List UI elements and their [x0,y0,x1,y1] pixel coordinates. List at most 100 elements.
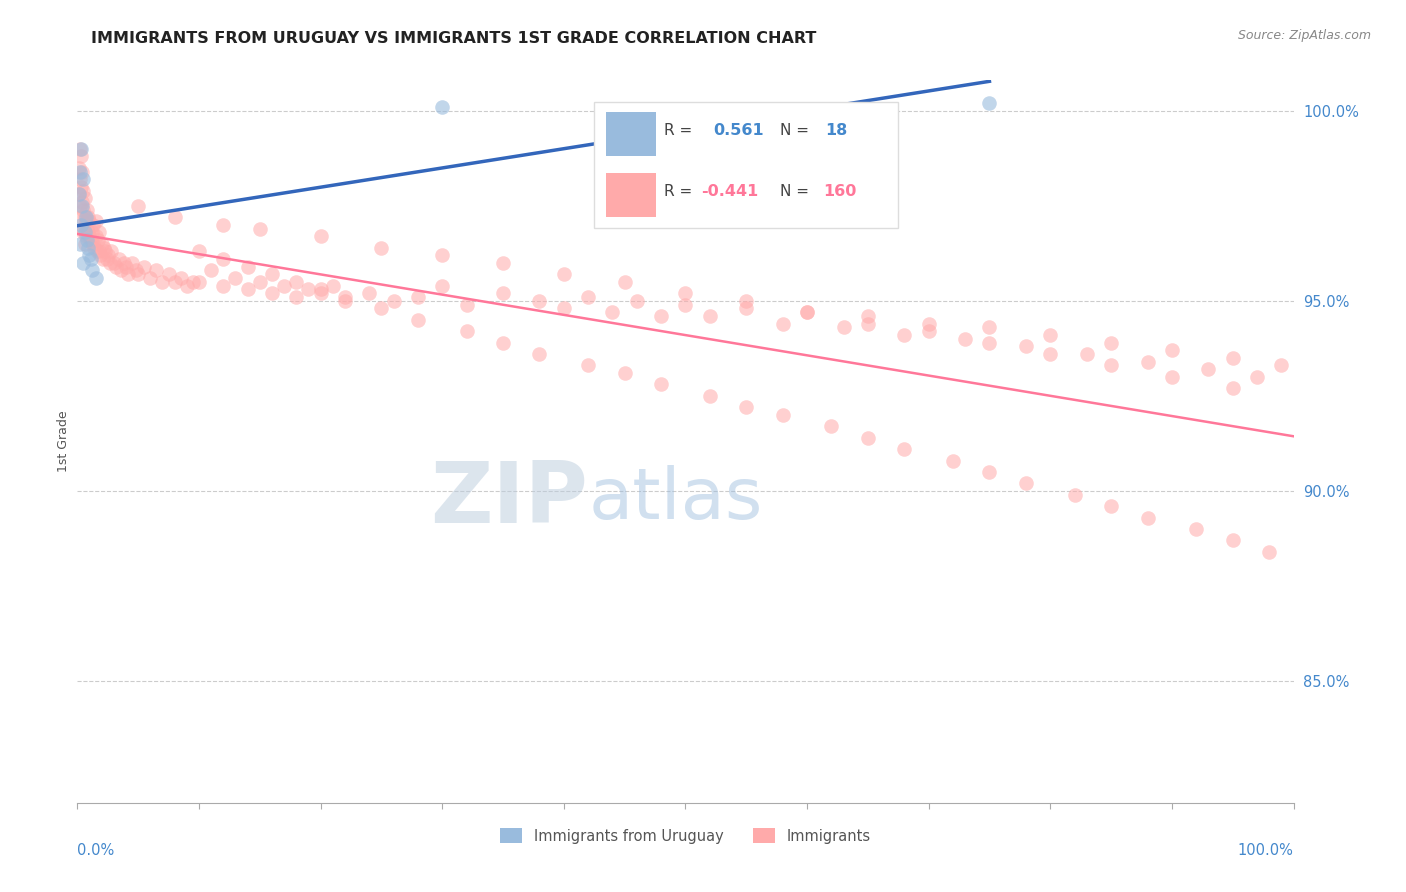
Point [309,282,332,296]
Point [856,317,879,331]
Text: 160: 160 [823,184,856,199]
Text: IMMIGRANTS FROM URUGUAY VS IMMIGRANTS 1ST GRADE CORRELATION CHART: IMMIGRANTS FROM URUGUAY VS IMMIGRANTS 1S… [91,31,817,46]
Point [650,377,672,392]
Point [80,233,103,247]
Point [699,389,721,403]
Point [382,293,405,308]
Point [77,241,100,255]
Point [70,210,93,224]
Point [1136,354,1159,368]
Point [79,248,101,262]
FancyBboxPatch shape [606,172,657,217]
Point [529,293,551,308]
Point [87,233,110,247]
Point [212,252,235,266]
Point [134,260,156,274]
Point [103,256,125,270]
Point [224,271,246,285]
Point [70,179,93,194]
Point [77,226,100,240]
Point [69,236,91,251]
Point [152,275,174,289]
Point [89,248,111,262]
Point [83,241,105,255]
Point [110,263,132,277]
Point [430,278,453,293]
Point [297,282,319,296]
Point [84,271,107,285]
Point [70,164,93,178]
Point [1270,359,1292,373]
Point [918,317,941,331]
Point [82,218,104,232]
Point [72,184,94,198]
Point [67,187,90,202]
Point [979,335,1001,350]
Point [832,320,855,334]
FancyBboxPatch shape [606,112,657,156]
Point [100,244,122,259]
Point [76,221,98,235]
Point [69,142,91,156]
Point [188,244,211,259]
Point [285,275,308,289]
Text: R =: R = [664,184,692,199]
Point [893,328,915,343]
Text: ZIP: ZIP [430,458,588,541]
Point [576,359,599,373]
Point [1197,362,1219,376]
Point [796,305,818,319]
Point [75,214,97,228]
Point [115,260,138,274]
Point [84,229,107,244]
Point [163,210,186,224]
Point [979,320,1001,334]
Text: atlas: atlas [588,465,762,533]
Point [1099,359,1122,373]
Point [613,275,636,289]
Point [1185,522,1208,536]
Point [73,236,96,251]
Point [90,236,112,251]
Point [260,267,283,281]
Point [70,142,93,156]
Point [127,267,149,281]
Text: -0.441: -0.441 [702,184,758,199]
Point [176,278,198,293]
Text: 18: 18 [825,123,848,138]
Point [112,256,135,270]
Point [79,214,101,228]
Point [529,347,551,361]
Point [157,267,180,281]
Point [1258,545,1281,559]
Point [72,226,94,240]
Point [796,305,818,319]
Point [70,218,93,232]
Point [1015,339,1038,353]
Point [80,226,103,240]
Point [67,187,90,202]
Point [121,256,143,270]
Point [80,263,103,277]
Point [333,290,356,304]
Point [139,271,162,285]
Point [285,290,308,304]
Point [249,275,271,289]
Point [918,324,941,338]
Point [406,290,429,304]
Point [1099,335,1122,350]
Point [675,298,697,312]
Point [93,241,115,255]
Point [492,256,515,270]
FancyBboxPatch shape [595,102,898,228]
Point [84,214,107,228]
Point [553,267,575,281]
Point [188,275,211,289]
Point [69,199,91,213]
Point [75,210,97,224]
Point [309,229,332,244]
Point [953,332,976,346]
Point [942,453,965,467]
Point [370,301,392,316]
Point [735,293,758,308]
